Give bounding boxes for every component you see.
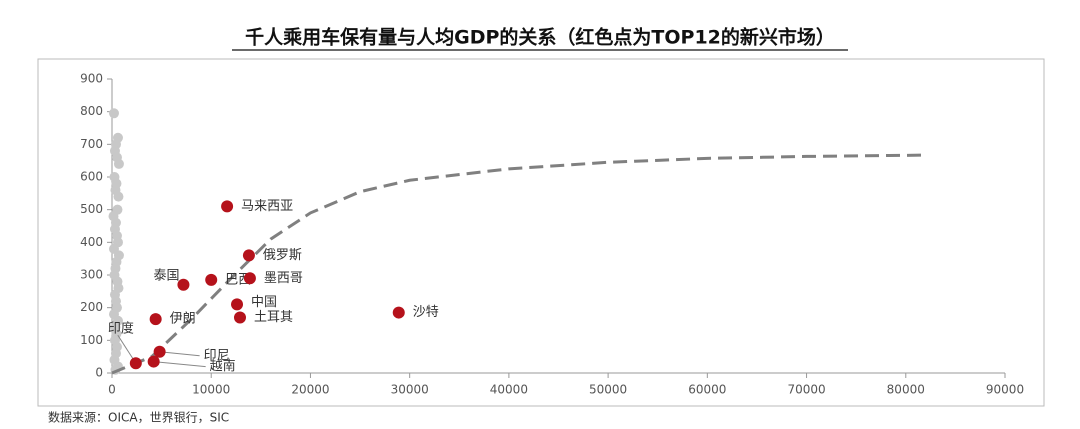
- chart-title: 千人乘用车保有量与人均GDP的关系（红色点为TOP12的新兴市场）: [245, 26, 835, 49]
- leader-line: [153, 361, 206, 368]
- point-label: 墨西哥: [264, 271, 303, 286]
- background-point: [113, 191, 124, 202]
- background-point: [108, 108, 119, 119]
- background-point: [113, 158, 124, 169]
- point-label: 越南: [210, 358, 236, 374]
- y-tick-label: 500: [80, 202, 103, 216]
- y-tick-label: 300: [80, 268, 103, 282]
- x-tick-label: 40000: [490, 383, 528, 397]
- highlight-point: [149, 313, 162, 326]
- highlight-point: [243, 272, 256, 285]
- y-tick-label: 400: [80, 235, 103, 249]
- highlight-point: [221, 200, 234, 213]
- y-tick-label: 800: [80, 104, 103, 118]
- highlight-point: [177, 278, 190, 291]
- trend-line: [111, 153, 926, 375]
- x-tick-label: 70000: [787, 383, 825, 397]
- point-label: 中国: [251, 295, 277, 310]
- chart-frame: [37, 58, 1045, 407]
- x-tick-label: 20000: [291, 383, 329, 397]
- y-tick-label: 200: [80, 300, 103, 314]
- highlight-point: [147, 355, 160, 368]
- source: 数据来源：OICA，世界银行，SIC: [48, 410, 229, 425]
- highlight-point: [129, 357, 142, 370]
- point-label: 印度: [108, 321, 134, 337]
- highlight-point: [233, 311, 246, 324]
- x-tick-label: 90000: [986, 383, 1024, 397]
- x-tick-label: 60000: [688, 383, 726, 397]
- y-tick-label: 100: [80, 333, 103, 347]
- y-tick-label: 900: [80, 72, 103, 86]
- highlight-point: [231, 298, 244, 311]
- point-label: 印尼: [204, 348, 230, 363]
- highlight-point: [153, 345, 166, 358]
- x-tick-label: 10000: [192, 383, 230, 397]
- x-tick-label: 50000: [589, 383, 627, 397]
- point-label: 土耳其: [254, 310, 293, 325]
- y-tick-label: 700: [80, 137, 103, 151]
- point-label: 伊朗: [170, 312, 196, 327]
- x-tick-label: 80000: [887, 383, 925, 397]
- y-tick-label: 0: [95, 366, 103, 380]
- x-tick-label: 0: [108, 383, 116, 397]
- point-label: 俄罗斯: [263, 248, 302, 263]
- leader-line: [159, 351, 200, 357]
- point-label: 马来西亚: [241, 199, 293, 214]
- highlight-point: [242, 249, 255, 262]
- y-tick-label: 600: [80, 170, 103, 184]
- point-label: 泰国: [153, 268, 179, 283]
- x-tick-label: 30000: [391, 383, 429, 397]
- point-label: 沙特: [413, 305, 439, 320]
- highlight-point: [205, 273, 218, 286]
- highlight-point: [392, 306, 405, 319]
